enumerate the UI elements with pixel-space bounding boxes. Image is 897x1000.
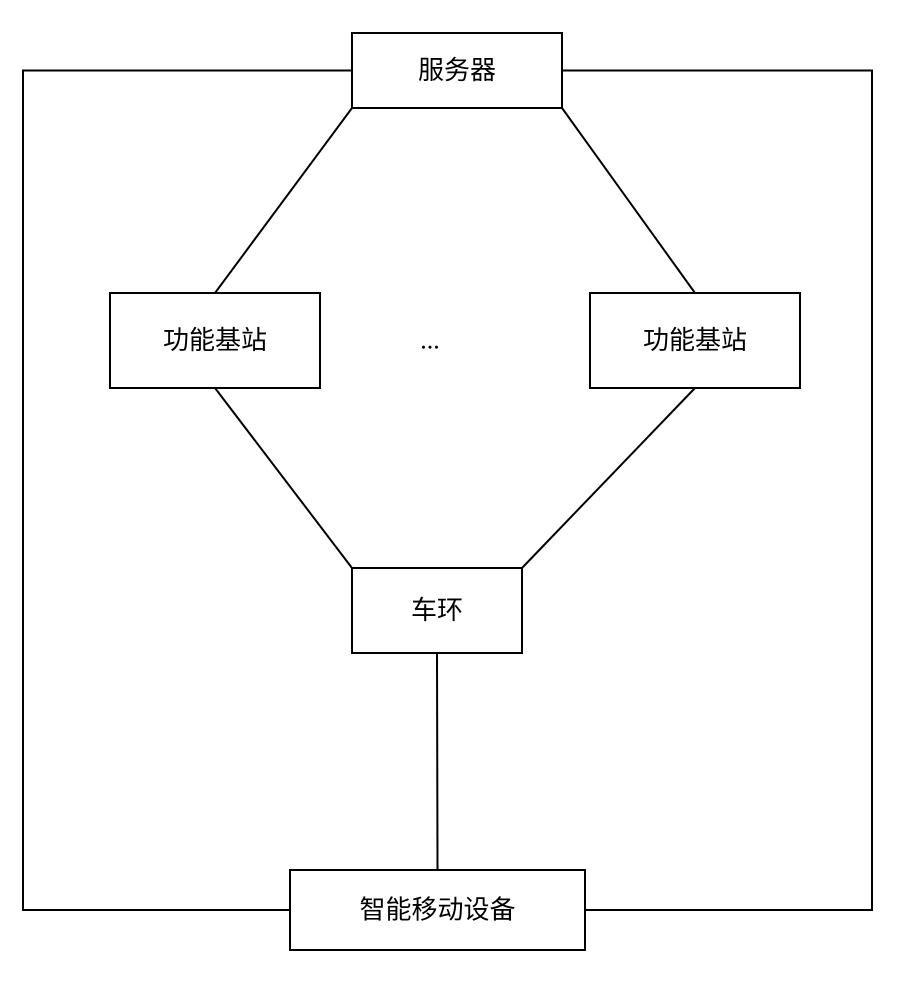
ellipsis-label: ... (420, 326, 440, 355)
edges-layer (23, 71, 872, 911)
edge (562, 108, 695, 293)
node-label-station1: 功能基站 (163, 326, 267, 355)
node-label-mobile: 智能移动设备 (359, 896, 515, 925)
diagram-canvas: 服务器功能基站 功能基站车环智能移动设备... (0, 0, 897, 1000)
edge (215, 388, 352, 568)
edge (437, 653, 438, 870)
edge (522, 388, 695, 568)
edge (23, 71, 352, 911)
node-label-server: 服务器 (418, 56, 496, 85)
labels-layer: 服务器功能基站 功能基站车环智能移动设备... (163, 56, 747, 925)
nodes-layer (110, 33, 800, 950)
node-label-ring: 车环 (411, 596, 463, 625)
edge (562, 71, 872, 911)
edge (215, 108, 352, 293)
node-label-station2: 功能基站 (643, 326, 747, 355)
